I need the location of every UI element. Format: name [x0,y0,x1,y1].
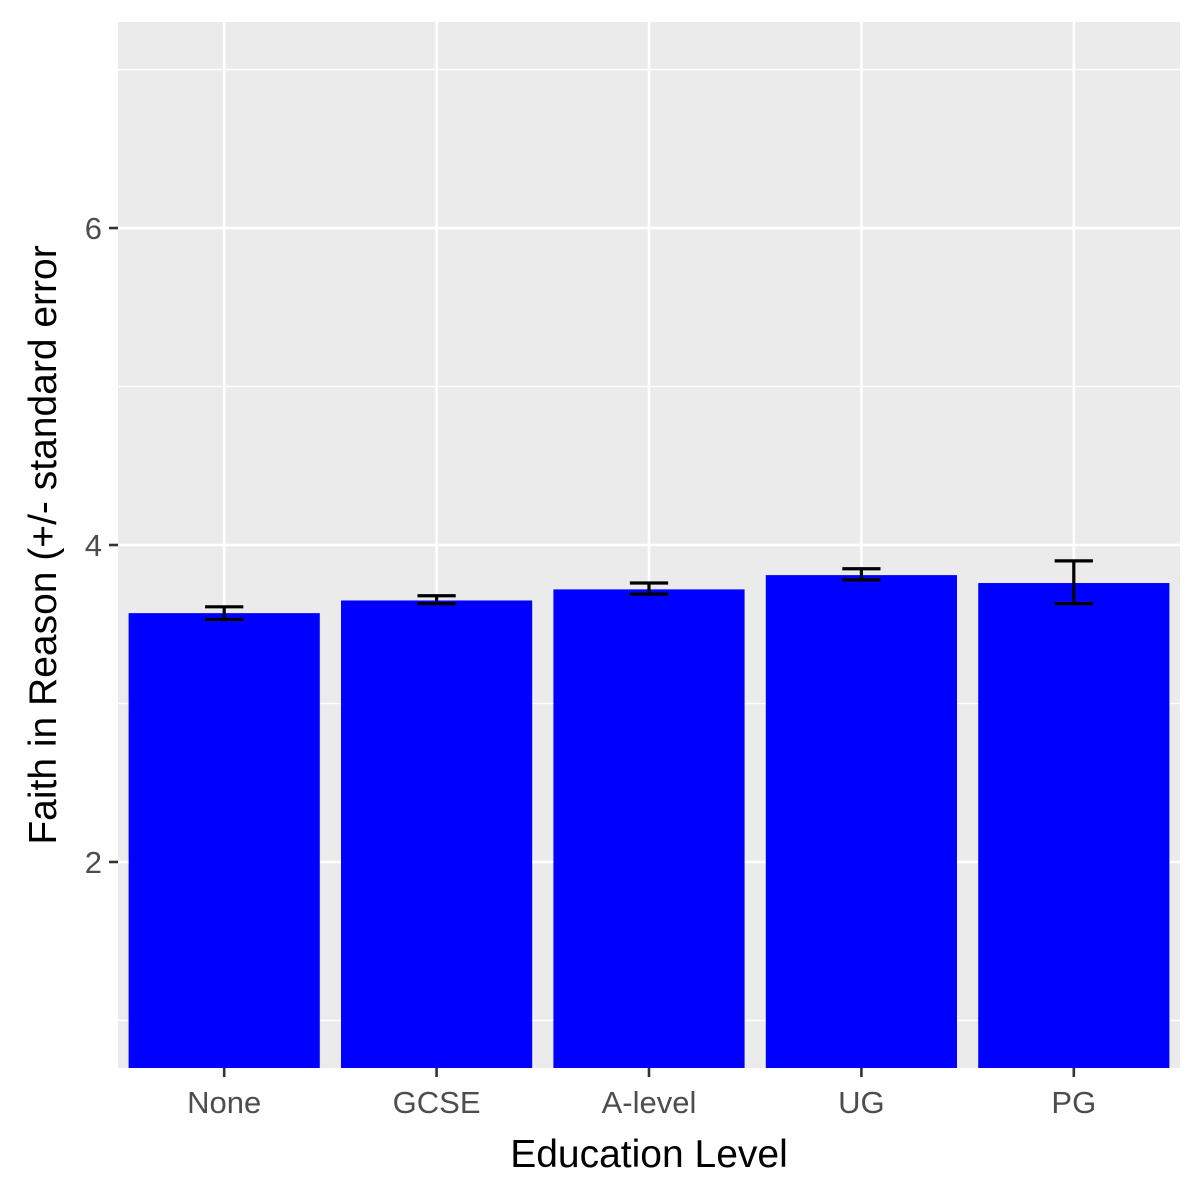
bar-a-level [553,589,745,1068]
error-bar [417,594,456,606]
bar-pg [978,583,1170,1068]
y-tick-label: 2 [85,845,102,880]
error-bar [629,581,669,596]
y-axis-title: Faith in Reason (+/- standard error [22,245,65,844]
x-tick-label: UG [838,1085,885,1120]
error-bar [1054,559,1093,606]
error-bar [842,567,881,582]
error-bar [205,605,244,622]
x-tick-label: None [187,1085,261,1120]
y-tick-label: 6 [85,211,102,246]
axis-layer: 2 4 6 None GCSE A-level UG PG [85,211,1096,1120]
x-axis-title: Education Level [510,1133,788,1176]
y-tick-label: 4 [85,528,102,563]
bar-gcse [341,600,533,1068]
bar-ug [765,575,957,1068]
bar-none [128,613,320,1068]
x-tick-label: GCSE [393,1085,481,1120]
error-bar-layer [205,559,1093,622]
x-tick-label: PG [1051,1085,1096,1120]
x-tick-label: A-level [602,1085,697,1120]
bar-layer [128,575,1170,1068]
